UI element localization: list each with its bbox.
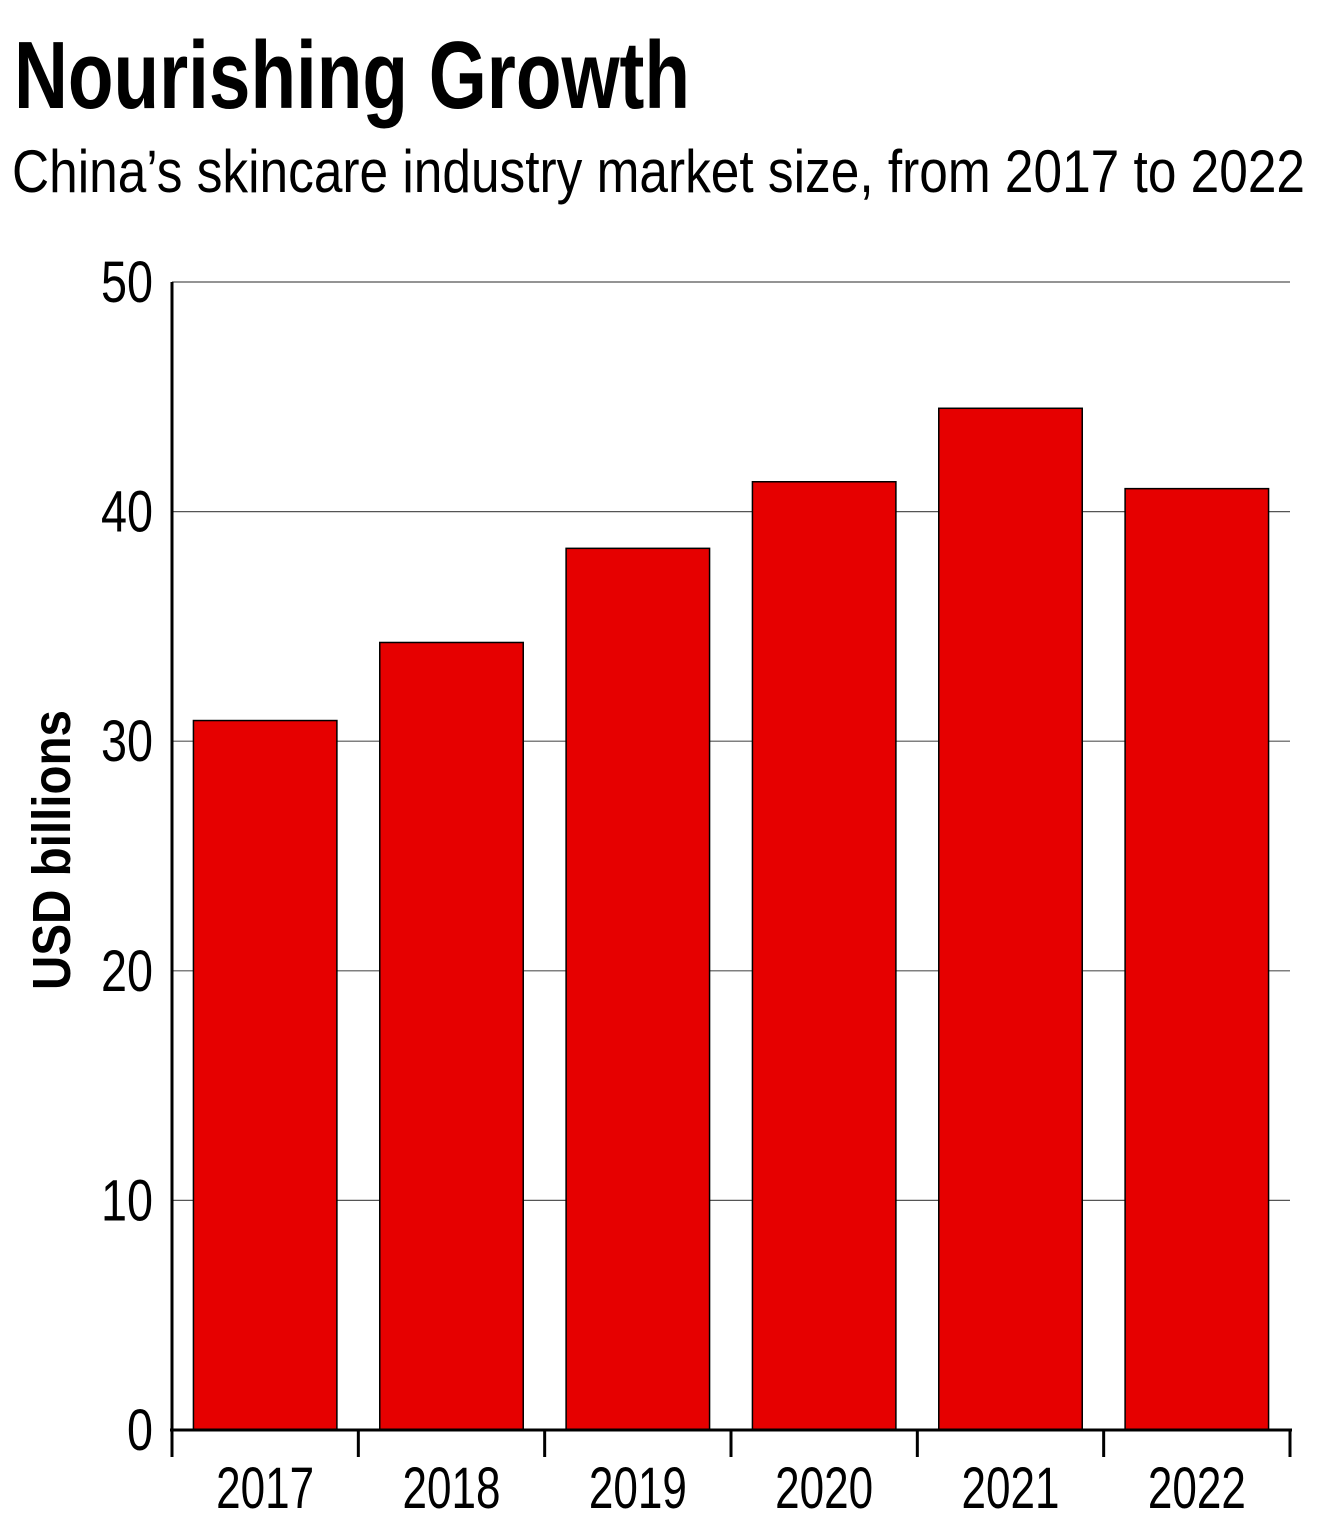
gridlines [172,281,1290,1202]
x-tick-label: 2018 [403,1456,501,1521]
y-tick-label: 20 [101,939,153,1004]
bar-2021 [938,407,1083,1431]
x-tick-label: 2020 [775,1456,873,1521]
x-tick-label: 2021 [962,1456,1060,1521]
y-tick-label: 10 [101,1168,153,1233]
bar-2017 [192,719,338,1431]
x-tick-label: 2017 [216,1456,314,1521]
bar-2022 [1124,487,1270,1431]
bar-2020 [751,481,897,1431]
y-tick-label: 30 [101,709,153,774]
y-axis-label: USD billions [22,710,82,990]
chart-subtitle: China’s skincare industry market size, f… [12,138,1305,205]
bar-2018 [379,641,524,1431]
axes [170,282,1292,1457]
y-tick-label: 40 [101,480,153,545]
chart-title: Nourishing Growth [14,22,690,129]
bars [192,407,1270,1431]
bar-2019 [565,547,711,1431]
x-tick-label: 2022 [1148,1456,1246,1521]
x-tick-label: 2019 [589,1456,687,1521]
tick-labels: 0 10 20 30 40 50 2017 2018 2019 2020 2021 2022 [101,250,1246,1521]
y-tick-label: 0 [127,1398,153,1463]
y-tick-label: 50 [101,250,153,315]
